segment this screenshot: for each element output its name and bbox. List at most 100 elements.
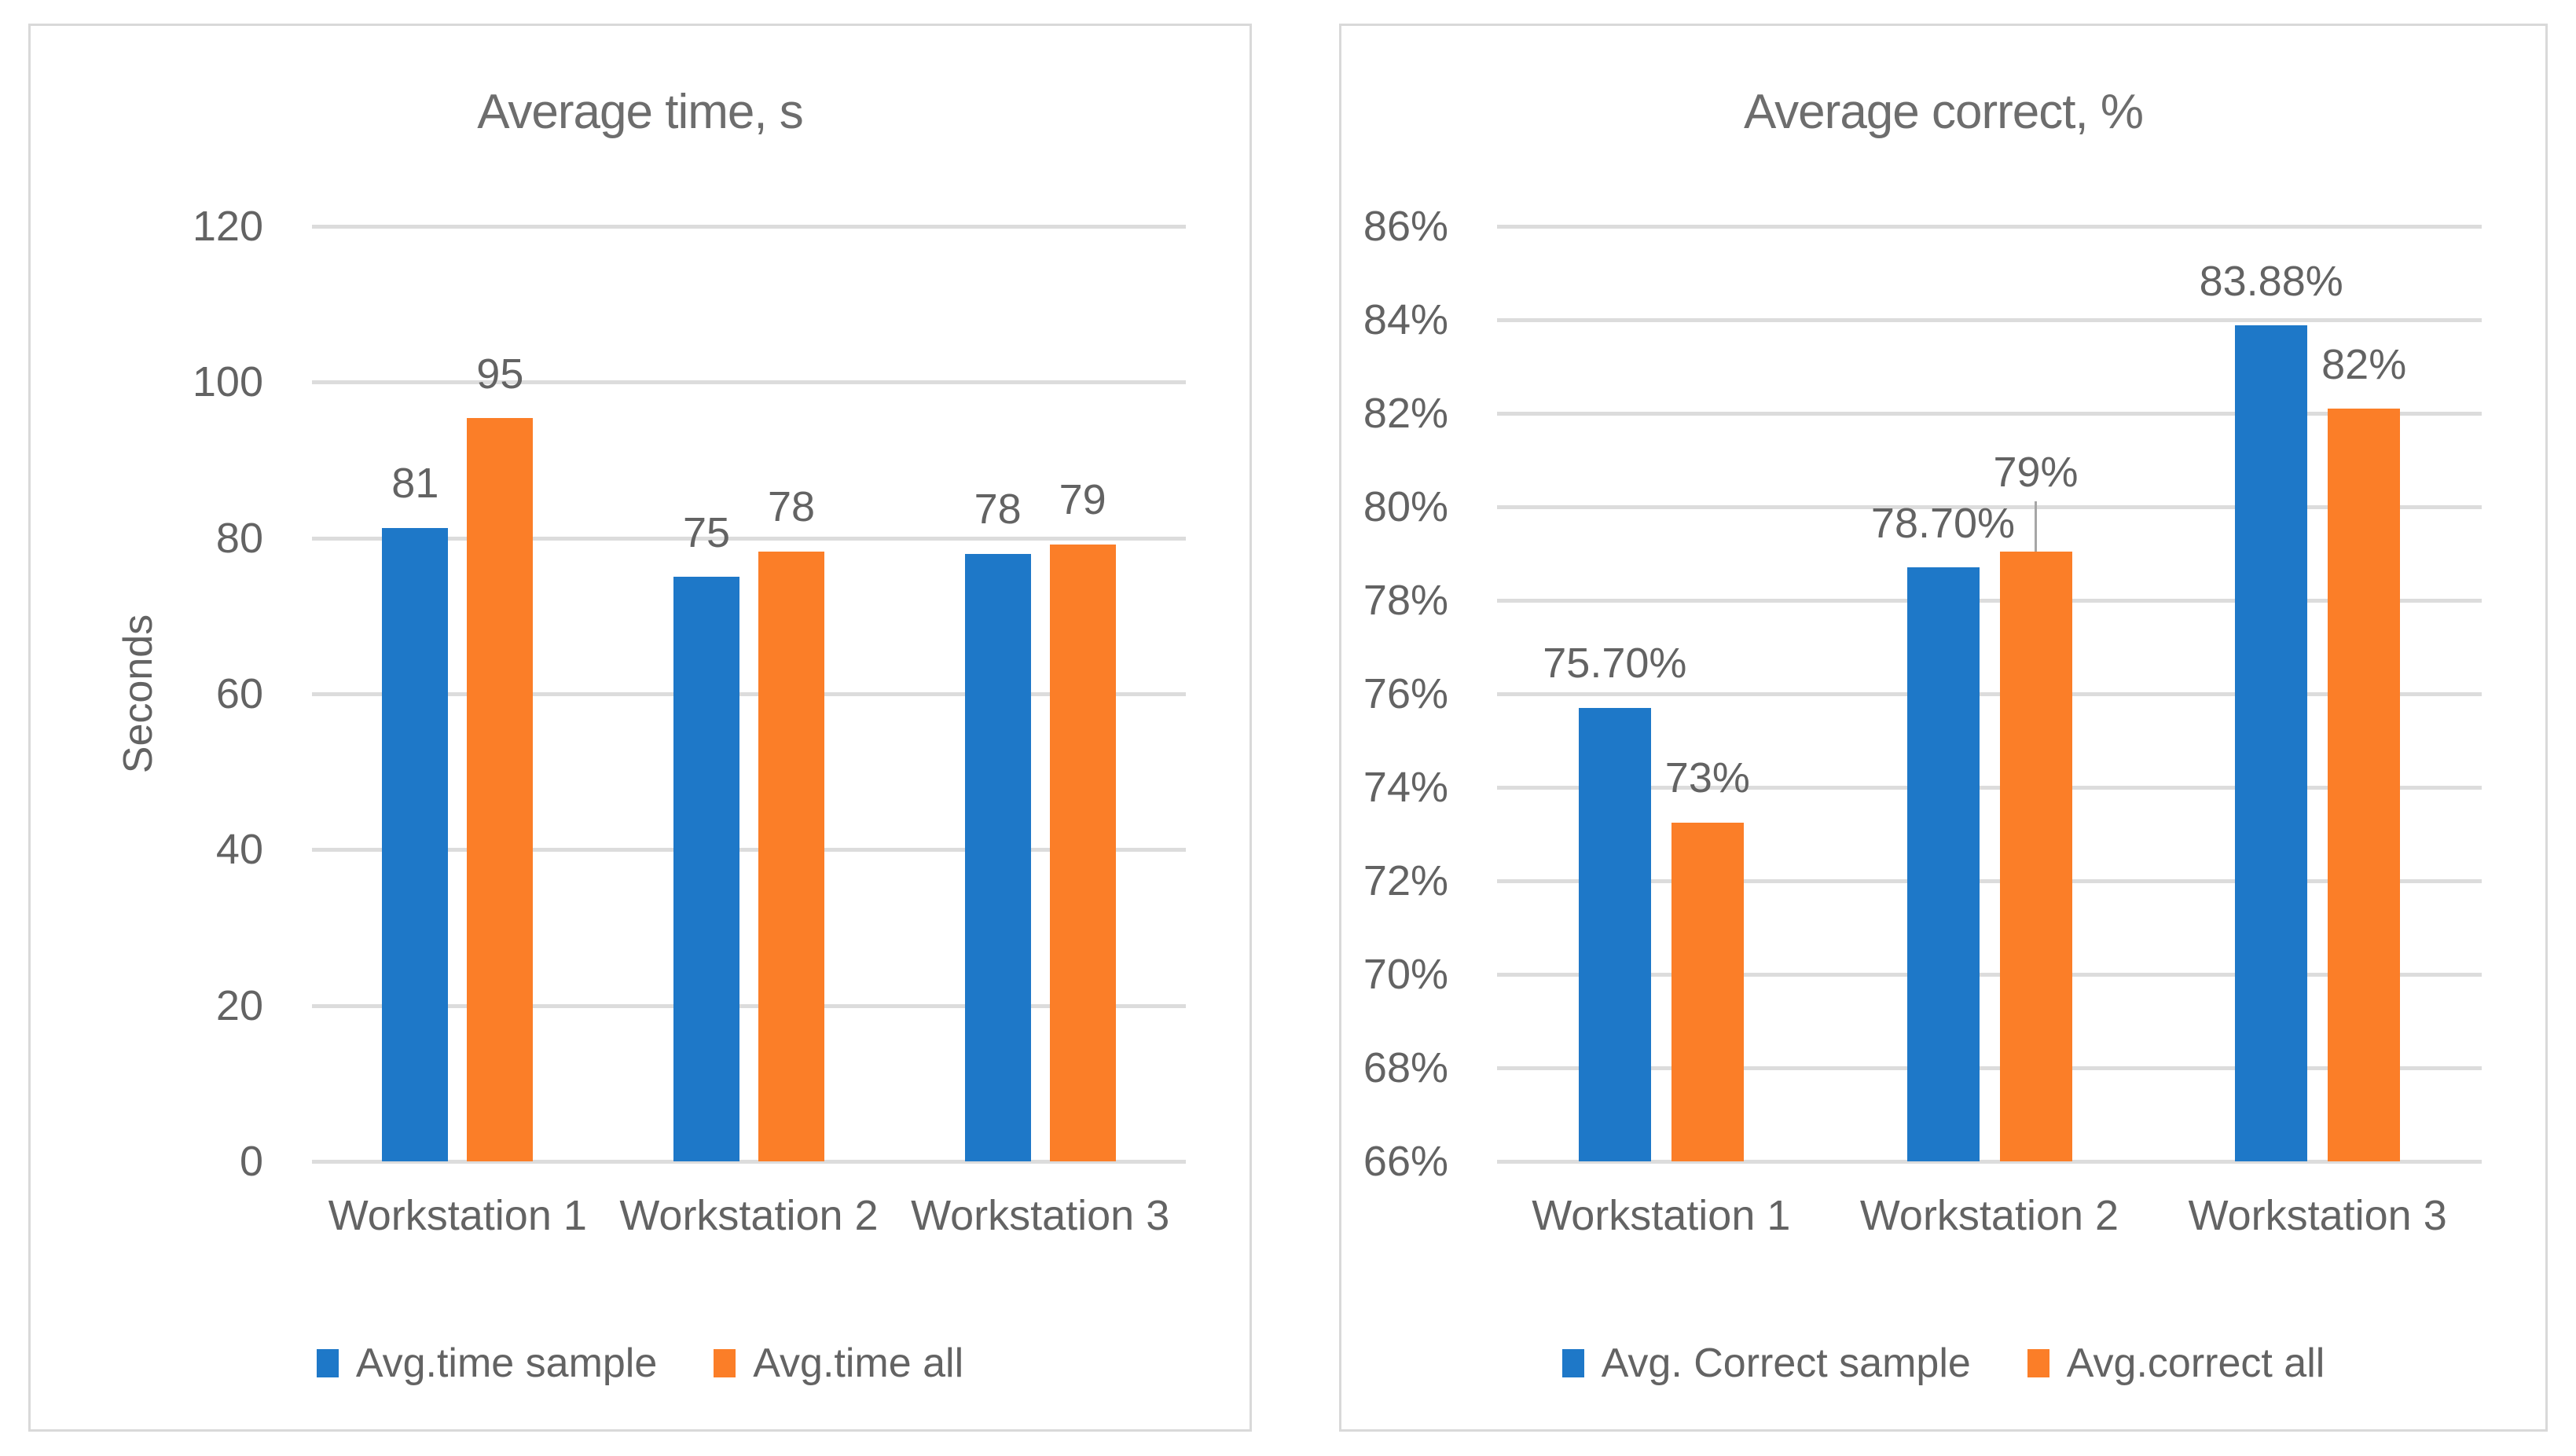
gridline [1497,1160,2482,1164]
bar-column-avg-time-sample-workstation-1: 81 [382,226,449,1161]
y-tick-label: 60 [215,670,263,717]
bar-value-label: 78 [767,483,816,531]
bar-column-avg-correct-sample-workstation-3: 83.88% [2200,226,2343,1161]
gridline [1497,692,2482,696]
legend-label: Avg. Correct sample [1601,1340,1971,1386]
bar-avg-time-all-workstation-2 [758,551,824,1161]
y-tick-label: 120 [192,203,263,250]
bar-avg-correct-sample-workstation-1 [1578,707,1651,1161]
bar-value-label: 95 [476,350,524,398]
legend-label: Avg.time all [753,1340,964,1386]
bar-column-avg-time-sample-workstation-2: 75 [673,226,739,1161]
x-category-label: Workstation 3 [2188,1192,2447,1239]
bar-avg-correct-all-workstation-1 [1671,822,1744,1161]
chart-title: Average time, s [477,85,804,139]
legend-item-avg-correct-sample: Avg. Correct sample [1561,1340,1971,1387]
bar-value-label: 79 [1059,476,1106,524]
bar-column-avg-correct-sample-workstation-1: 75.70% [1543,226,1686,1161]
gridline [1497,879,2482,883]
gridline [312,692,1186,696]
gridline [312,1003,1186,1008]
y-tick-label: 100 [192,358,263,406]
x-category-label: Workstation 1 [328,1192,587,1239]
bars-layer: 81 95 75 78 78 79 [312,226,1186,1161]
bar-avg-correct-all-workstation-2 [1999,551,2072,1161]
bar-avg-time-all-workstation-1 [467,417,534,1161]
y-tick-label: 78% [1363,577,1448,624]
legend-swatch [316,1349,339,1377]
y-tick-label: 76% [1363,670,1448,717]
plot-area: 120 100 80 60 40 20 0 81 95 75 78 78 79 [193,205,1186,1183]
bar-value-label: 79% [1993,449,2079,497]
bar-column-avg-correct-sample-workstation-2: 78.70% [1871,226,2015,1161]
chart-title: Average correct, % [1743,85,2144,139]
y-tick-label: 74% [1363,764,1448,811]
bar-group-workstation-3: 83.88% 82% [2153,226,2482,1161]
bar-column-avg-time-sample-workstation-3: 78 [964,226,1031,1161]
y-tick-label: 66% [1363,1138,1448,1185]
bar-value-label: 83.88% [2199,257,2343,305]
gridline [1497,973,2482,977]
bar-group-workstation-2: 78.70% 79% [1826,226,2154,1161]
bars-layer: 75.70% 73% 78.70% 79% 83.88% 82% [1497,226,2482,1161]
x-axis-labels: Workstation 1 Workstation 2 Workstation 3 [312,1191,1186,1240]
bar-value-label: 78.70% [1870,499,2016,547]
gridline [1497,318,2482,322]
gridline [1497,225,2482,229]
bar-avg-time-sample-workstation-2 [673,577,739,1161]
gridline [312,380,1186,385]
legend-swatch [2027,1349,2049,1377]
gridline [1497,786,2482,790]
x-category-label: Workstation 2 [1859,1192,2119,1239]
bar-value-label: 73% [1664,754,1750,802]
bar-column-avg-time-all-workstation-2: 78 [758,226,824,1161]
y-axis-title: Seconds [111,226,166,1161]
y-tick-label: 40 [215,826,263,874]
bar-group-workstation-2: 75 78 [604,226,895,1161]
bar-value-label: 75.70% [1543,640,1687,688]
legend: Avg.time sample Avg.time all [31,1340,1249,1387]
y-tick-label: 84% [1363,296,1448,343]
plot-area: 86% 84% 82% 80% 78% 76% 74% 72% 70% 68% 66% 75.70% 7… [1363,205,2482,1183]
bar-column-avg-correct-all-workstation-2: 79% [1993,226,2079,1161]
bar-avg-correct-sample-workstation-3 [2235,325,2308,1161]
gridline [312,1160,1186,1164]
gridline [1497,505,2482,509]
gridline [1497,412,2482,416]
bar-group-workstation-1: 75.70% 73% [1497,226,1826,1161]
bar-group-workstation-1: 81 95 [312,226,604,1161]
x-category-label: Workstation 3 [911,1192,1170,1239]
chart-card-average-time: Average time, s Seconds 120 100 80 60 40 20 0 8… [28,24,1252,1432]
bar-avg-time-sample-workstation-3 [964,553,1031,1161]
legend-swatch [714,1349,736,1377]
bar-column-avg-time-all-workstation-3: 79 [1049,226,1116,1161]
gridline [312,536,1186,541]
y-tick-label: 72% [1363,857,1448,904]
bar-avg-correct-all-workstation-3 [2328,409,2401,1161]
legend-item-avg-time-sample: Avg.time sample [316,1340,657,1387]
y-tick-label: 86% [1363,203,1448,250]
x-category-label: Workstation 2 [619,1192,879,1239]
bar-value-label: 81 [391,460,439,508]
gridline [1497,599,2482,603]
bar-avg-time-all-workstation-3 [1049,544,1116,1161]
legend-swatch [1561,1349,1584,1377]
y-tick-label: 0 [239,1138,263,1185]
bar-value-label: 82% [2321,340,2407,388]
bar-column-avg-correct-all-workstation-1: 73% [1665,226,1750,1161]
y-tick-label: 82% [1363,390,1448,437]
x-category-label: Workstation 1 [1532,1192,1791,1239]
legend-item-avg-time-all: Avg.time all [714,1340,963,1387]
bar-avg-time-sample-workstation-1 [382,527,449,1161]
legend-label: Avg.correct all [2066,1340,2325,1386]
bar-column-avg-time-all-workstation-1: 95 [467,226,534,1161]
y-tick-label: 20 [215,981,263,1029]
legend: Avg. Correct sample Avg.correct all [1341,1340,2545,1387]
bar-column-avg-correct-all-workstation-3: 82% [2321,226,2406,1161]
label-leader-line [2035,501,2037,552]
bar-group-workstation-3: 78 79 [894,226,1186,1161]
chart-card-average-correct: Average correct, % 86% 84% 82% 80% 78% 76% 74%… [1339,24,2548,1432]
y-axis-title-text: Seconds [116,614,161,774]
legend-item-avg-correct-all: Avg.correct all [2027,1340,2325,1387]
